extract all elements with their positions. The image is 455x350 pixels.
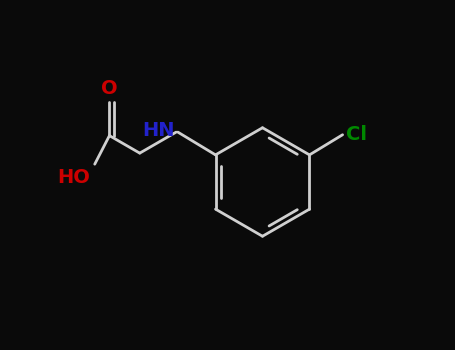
Text: HN: HN: [142, 121, 174, 140]
Text: O: O: [101, 79, 118, 98]
Text: HO: HO: [57, 168, 90, 187]
Text: Cl: Cl: [346, 125, 367, 144]
